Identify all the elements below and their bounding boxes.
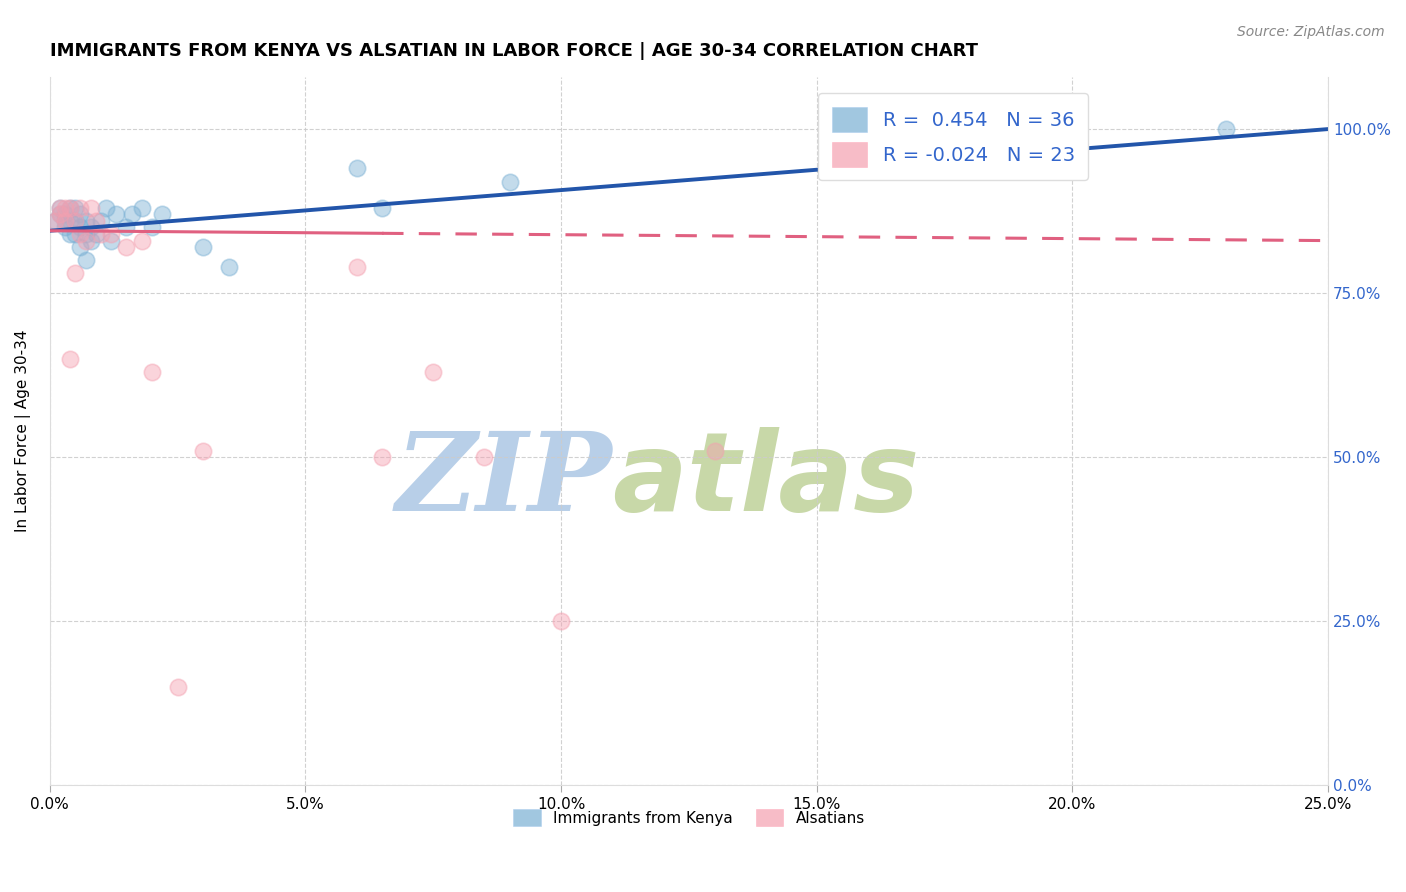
Point xyxy=(79,234,101,248)
Point xyxy=(166,680,188,694)
Point xyxy=(53,214,76,228)
Point xyxy=(44,214,66,228)
Point xyxy=(90,227,112,241)
Point xyxy=(53,201,76,215)
Point xyxy=(191,443,214,458)
Point xyxy=(100,234,122,248)
Point xyxy=(346,161,368,176)
Point xyxy=(53,214,76,228)
Point xyxy=(79,201,101,215)
Point xyxy=(90,214,112,228)
Point xyxy=(69,207,91,221)
Point xyxy=(75,234,97,248)
Point xyxy=(141,220,163,235)
Point xyxy=(703,443,725,458)
Point xyxy=(65,227,87,241)
Point xyxy=(69,227,91,241)
Point xyxy=(131,234,153,248)
Point xyxy=(75,253,97,268)
Point xyxy=(53,220,76,235)
Point xyxy=(53,207,76,221)
Point xyxy=(49,207,72,221)
Point xyxy=(49,201,72,215)
Point xyxy=(105,207,128,221)
Point xyxy=(191,240,214,254)
Point xyxy=(59,201,82,215)
Point xyxy=(1215,122,1237,136)
Y-axis label: In Labor Force | Age 30-34: In Labor Force | Age 30-34 xyxy=(15,329,31,533)
Point xyxy=(121,207,143,221)
Point xyxy=(218,260,240,274)
Point xyxy=(65,267,87,281)
Text: atlas: atlas xyxy=(612,427,920,534)
Point xyxy=(59,201,82,215)
Point xyxy=(422,365,444,379)
Point xyxy=(69,201,91,215)
Point xyxy=(59,227,82,241)
Point xyxy=(59,214,82,228)
Point xyxy=(49,207,72,221)
Point xyxy=(550,614,572,628)
Point xyxy=(84,227,107,241)
Point xyxy=(94,201,117,215)
Point xyxy=(69,220,91,235)
Point xyxy=(79,220,101,235)
Point xyxy=(141,365,163,379)
Point xyxy=(115,240,138,254)
Point xyxy=(59,351,82,366)
Point xyxy=(371,450,394,464)
Point xyxy=(65,214,87,228)
Text: Source: ZipAtlas.com: Source: ZipAtlas.com xyxy=(1237,25,1385,39)
Legend: Immigrants from Kenya, Alsatians: Immigrants from Kenya, Alsatians xyxy=(506,801,872,834)
Point xyxy=(84,214,107,228)
Point xyxy=(75,227,97,241)
Point xyxy=(75,214,97,228)
Point xyxy=(69,240,91,254)
Point xyxy=(499,175,522,189)
Point xyxy=(346,260,368,274)
Point xyxy=(131,201,153,215)
Point xyxy=(44,214,66,228)
Point xyxy=(371,201,394,215)
Point xyxy=(65,214,87,228)
Point xyxy=(65,201,87,215)
Point xyxy=(115,220,138,235)
Text: ZIP: ZIP xyxy=(395,426,612,534)
Text: IMMIGRANTS FROM KENYA VS ALSATIAN IN LABOR FORCE | AGE 30-34 CORRELATION CHART: IMMIGRANTS FROM KENYA VS ALSATIAN IN LAB… xyxy=(49,42,977,60)
Point xyxy=(150,207,173,221)
Point xyxy=(100,227,122,241)
Point xyxy=(474,450,496,464)
Point xyxy=(49,201,72,215)
